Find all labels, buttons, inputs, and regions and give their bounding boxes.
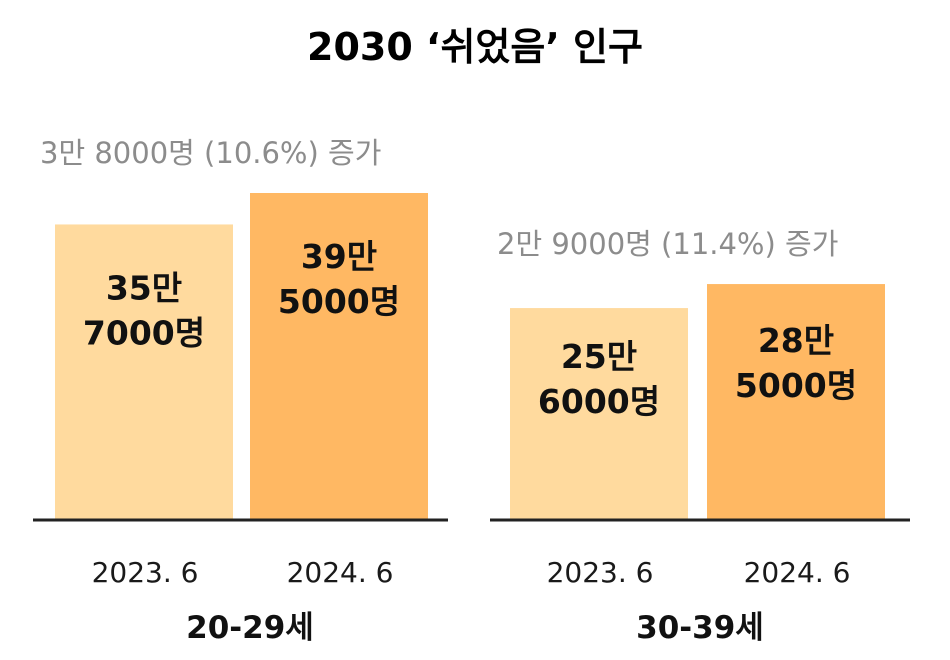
- bar-value-label: 7000명: [83, 313, 205, 352]
- chart-title: 2030 ‘쉬었음’ 인구: [307, 25, 643, 69]
- x-tick-label: 2023. 6: [92, 556, 199, 589]
- bar-value-label: 5000명: [735, 366, 857, 405]
- age-group-label: 20-29세: [186, 610, 314, 646]
- bar-value-label: 5000명: [278, 282, 400, 321]
- bar-20246: [250, 193, 428, 520]
- bar-20236: [55, 224, 233, 520]
- bar-value-label: 28만: [758, 321, 834, 360]
- bar-20236: [510, 308, 688, 520]
- age-group-label: 30-39세: [636, 610, 764, 646]
- bar-value-label: 35만: [106, 268, 182, 307]
- bar-value-label: 6000명: [538, 382, 660, 421]
- bar-value-label: 25만: [561, 337, 637, 376]
- chart-groups: 35만 7000명 2023. 6 39만 5000명 2024. 6 3만 8000명 (…: [33, 136, 910, 646]
- x-tick-label: 2023. 6: [547, 556, 654, 589]
- increase-note: 3만 8000명 (10.6%) 증가: [40, 136, 381, 170]
- bar-20246: [707, 284, 885, 520]
- increase-note: 2만 9000명 (11.4%) 증가: [497, 227, 838, 261]
- x-tick-label: 2024. 6: [744, 556, 851, 589]
- bar-group-30s: 25만 6000명 2023. 6 28만 5000명 2024. 6 2만 9000명 (…: [490, 227, 910, 646]
- x-tick-label: 2024. 6: [287, 556, 394, 589]
- bar-group-20s: 35만 7000명 2023. 6 39만 5000명 2024. 6 3만 8000명 (…: [33, 136, 448, 646]
- bar-value-label: 39만: [301, 237, 377, 276]
